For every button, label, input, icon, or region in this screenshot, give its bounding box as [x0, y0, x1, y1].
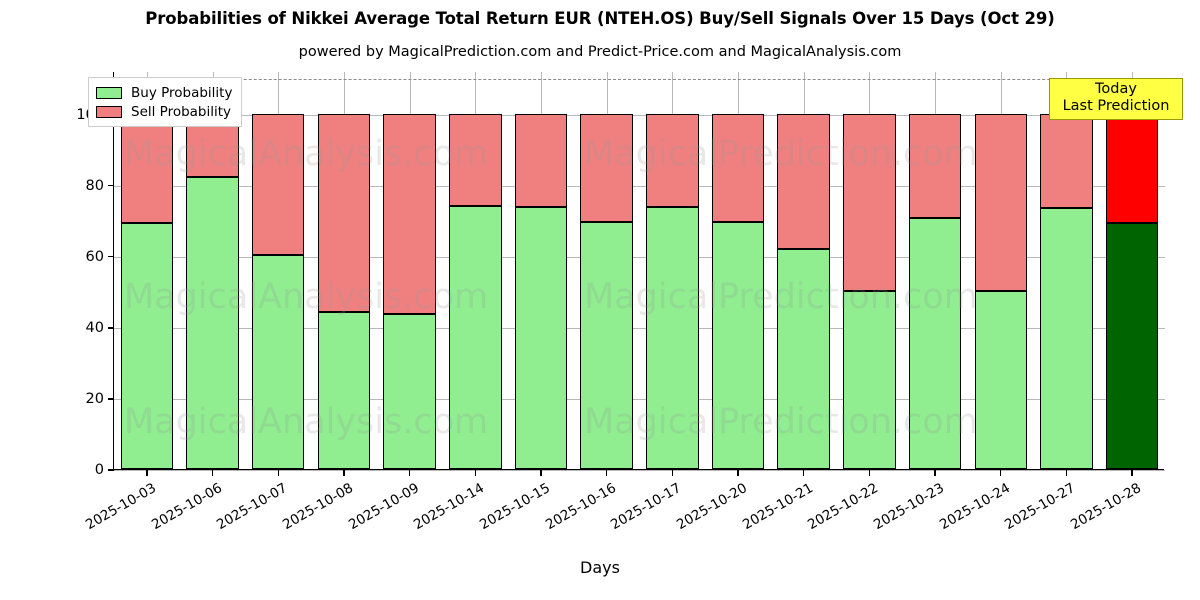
- x-tick-mark: [605, 470, 608, 476]
- bar-segment-sell[interactable]: [251, 113, 305, 255]
- y-tick-label: 0: [94, 462, 104, 478]
- x-tick-mark: [474, 470, 476, 476]
- x-tick-mark: [343, 470, 345, 476]
- bar-segment-buy[interactable]: [251, 254, 305, 469]
- gridline-horizontal: [114, 470, 1165, 471]
- bar-segment-buy[interactable]: [120, 222, 174, 469]
- bar-group[interactable]: [646, 71, 699, 469]
- bar-segment-sell[interactable]: [908, 113, 962, 219]
- legend-item-buy: Buy Probability: [96, 83, 232, 102]
- y-tick-mark: [108, 185, 114, 187]
- bar-group[interactable]: [1105, 71, 1159, 469]
- gridline-horizontal: [114, 114, 1165, 116]
- bar-group[interactable]: [843, 71, 896, 469]
- bar-segment-buy[interactable]: [1105, 222, 1159, 469]
- bar-segment-sell[interactable]: [1040, 113, 1093, 209]
- bar-segment-sell[interactable]: [317, 113, 371, 312]
- y-tick-mark: [108, 469, 114, 471]
- bar-segment-sell[interactable]: [646, 113, 699, 208]
- bar-segment-buy[interactable]: [711, 222, 765, 469]
- bar-segment-sell[interactable]: [120, 113, 174, 223]
- y-tick-label: 40: [85, 319, 104, 336]
- bar-segment-sell[interactable]: [449, 113, 502, 207]
- x-tick-mark: [277, 470, 279, 476]
- x-tick-mark: [211, 470, 214, 476]
- today-annotation-line1: Today: [1095, 81, 1137, 97]
- today-annotation-line2: Last Prediction: [1062, 98, 1170, 115]
- bar-group[interactable]: [908, 71, 962, 469]
- bar-group[interactable]: [317, 71, 371, 469]
- y-tick-label: 80: [85, 177, 104, 194]
- x-tick-mark: [540, 470, 542, 476]
- x-tick-mark: [868, 470, 871, 476]
- legend-swatch-buy: [96, 86, 122, 99]
- x-tick-mark: [737, 470, 739, 476]
- bar-segment-sell[interactable]: [1105, 113, 1159, 223]
- gridline-horizontal: [114, 327, 1165, 329]
- bar-segment-sell[interactable]: [711, 113, 765, 223]
- bar-group[interactable]: [1040, 71, 1093, 469]
- bar-group[interactable]: [777, 71, 830, 469]
- legend-label-buy: Buy Probability: [131, 84, 233, 101]
- bar-segment-buy[interactable]: [383, 314, 436, 469]
- bar-segment-buy[interactable]: [514, 207, 568, 469]
- bar-segment-buy[interactable]: [974, 290, 1028, 469]
- bar-segment-sell[interactable]: [843, 113, 896, 291]
- bar-segment-sell[interactable]: [580, 113, 633, 223]
- bar-segment-buy[interactable]: [777, 249, 830, 469]
- x-tick-mark: [934, 470, 936, 476]
- chart-legend: Buy Probability Sell Probability: [88, 77, 243, 127]
- bar-group[interactable]: [383, 71, 436, 469]
- y-tick-label: 20: [85, 390, 104, 407]
- x-tick-mark: [146, 470, 148, 476]
- bar-group[interactable]: [711, 71, 765, 469]
- y-tick-mark: [108, 398, 114, 400]
- bar-segment-sell[interactable]: [974, 113, 1028, 291]
- y-tick-mark: [108, 327, 114, 329]
- gridline-horizontal: [114, 256, 1165, 258]
- bar-group[interactable]: [120, 71, 174, 469]
- bar-group[interactable]: [974, 71, 1028, 469]
- x-tick-mark: [1065, 470, 1068, 476]
- bar-group[interactable]: [449, 71, 502, 469]
- bar-group[interactable]: [251, 71, 305, 469]
- legend-swatch-sell: [96, 105, 122, 118]
- chart-subtitle: powered by MagicalPrediction.com and Pre…: [298, 44, 902, 60]
- legend-label-sell: Sell Probability: [131, 103, 232, 120]
- bar-segment-buy[interactable]: [186, 176, 239, 469]
- x-tick-mark: [803, 470, 805, 476]
- x-tick-mark: [671, 470, 674, 476]
- plot-area: MagicalAnalysis.com MagicalPrediction.com…: [76, 71, 1165, 533]
- gridline-horizontal: [114, 398, 1165, 400]
- bar-segment-buy[interactable]: [1040, 208, 1093, 469]
- gridline-horizontal: [114, 185, 1165, 187]
- bar-segment-buy[interactable]: [317, 311, 371, 469]
- x-axis-label: Days: [580, 558, 620, 577]
- bar-segment-buy[interactable]: [580, 222, 633, 469]
- chart-title: Probabilities of Nikkei Average Total Re…: [145, 9, 1055, 28]
- x-tick-mark: [1000, 470, 1002, 476]
- x-tick-mark: [1131, 470, 1133, 476]
- bar-segment-buy[interactable]: [908, 218, 962, 469]
- y-tick-label: 60: [85, 248, 104, 265]
- bar-segment-sell[interactable]: [777, 113, 830, 250]
- ylimit-dashed-line: [114, 79, 1165, 81]
- bar-segment-sell[interactable]: [514, 113, 568, 208]
- bar-group[interactable]: [580, 71, 633, 469]
- bar-segment-buy[interactable]: [843, 290, 896, 469]
- bar-segment-buy[interactable]: [646, 207, 699, 469]
- bar-segment-sell[interactable]: [383, 113, 436, 315]
- legend-item-sell: Sell Probability: [96, 102, 232, 121]
- today-annotation: Today Last Prediction: [1049, 78, 1183, 121]
- bar-segment-buy[interactable]: [449, 206, 502, 469]
- x-tick-mark: [408, 470, 411, 476]
- bar-group[interactable]: [514, 71, 568, 469]
- bar-group[interactable]: [186, 71, 239, 469]
- y-tick-mark: [108, 256, 114, 258]
